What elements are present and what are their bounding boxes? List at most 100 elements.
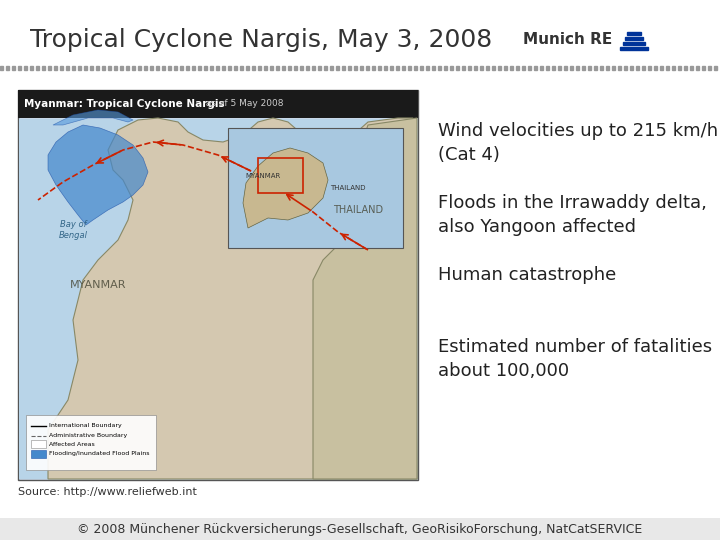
Bar (162, 66, 165, 70)
Bar (252, 66, 255, 70)
Text: Floods in the Irrawaddy delta,
also Yangoon affected: Floods in the Irrawaddy delta, also Yang… (438, 194, 707, 235)
Bar (114, 66, 117, 70)
Bar (228, 128, 403, 248)
Bar (258, 66, 261, 70)
Polygon shape (313, 118, 417, 479)
Bar (102, 66, 105, 70)
Bar (576, 66, 579, 70)
Bar (36, 66, 39, 70)
Bar (228, 66, 231, 70)
Bar (522, 66, 525, 70)
Bar (660, 66, 663, 70)
Bar (468, 66, 471, 70)
Text: Myanmar: Tropical Cyclone Nargis: Myanmar: Tropical Cyclone Nargis (24, 99, 225, 109)
Bar (378, 66, 381, 70)
Bar (360, 66, 363, 70)
Bar (132, 66, 135, 70)
Text: Administrative Boundary: Administrative Boundary (49, 434, 127, 438)
Bar (666, 66, 669, 70)
Text: Human catastrophe: Human catastrophe (438, 266, 616, 284)
Bar (144, 66, 147, 70)
Bar (288, 66, 291, 70)
Bar (654, 66, 657, 70)
Bar (348, 66, 351, 70)
Bar (18, 66, 21, 70)
Bar (534, 66, 537, 70)
Bar (612, 66, 615, 70)
Bar (96, 66, 99, 70)
Polygon shape (48, 125, 148, 225)
Bar (396, 66, 399, 70)
Bar (216, 66, 219, 70)
Bar (420, 66, 423, 70)
Bar (402, 66, 405, 70)
Bar (150, 66, 153, 70)
Bar (336, 66, 339, 70)
Bar (480, 66, 483, 70)
Bar (636, 66, 639, 70)
Bar (78, 66, 81, 70)
Bar (510, 66, 513, 70)
Bar (486, 66, 489, 70)
Bar (168, 66, 171, 70)
Bar (444, 66, 447, 70)
Bar (54, 66, 57, 70)
Bar (48, 66, 51, 70)
Bar (678, 66, 681, 70)
Polygon shape (53, 110, 133, 125)
Bar (384, 66, 387, 70)
Bar (240, 66, 243, 70)
Bar (246, 66, 249, 70)
Text: as of 5 May 2008: as of 5 May 2008 (203, 99, 284, 109)
Bar (558, 66, 561, 70)
Bar (31, 440, 46, 448)
Bar (120, 66, 123, 70)
Text: International Boundary: International Boundary (49, 423, 122, 429)
Bar (540, 66, 543, 70)
Bar (690, 66, 693, 70)
Bar (270, 66, 273, 70)
Polygon shape (48, 118, 417, 479)
Bar (306, 66, 309, 70)
Bar (42, 66, 45, 70)
Polygon shape (243, 148, 328, 228)
Bar (18, 90, 418, 118)
Bar (234, 66, 237, 70)
Bar (624, 66, 627, 70)
Bar (528, 66, 531, 70)
Text: © 2008 Münchener Rückversicherungs-Gesellschaft, GeoRisikoForschung, NatCatSERVI: © 2008 Münchener Rückversicherungs-Gesel… (77, 523, 643, 536)
Bar (30, 66, 33, 70)
Bar (620, 47, 648, 50)
Bar (432, 66, 435, 70)
Bar (318, 66, 321, 70)
Bar (354, 66, 357, 70)
Bar (6, 66, 9, 70)
Bar (408, 66, 411, 70)
Bar (0, 66, 3, 70)
Text: Bay of
Bengal: Bay of Bengal (58, 220, 88, 240)
Bar (210, 66, 213, 70)
Bar (462, 66, 465, 70)
Bar (627, 32, 641, 35)
Bar (648, 66, 651, 70)
Bar (24, 66, 27, 70)
Bar (564, 66, 567, 70)
Bar (26, 415, 156, 470)
Bar (72, 66, 75, 70)
Bar (126, 66, 129, 70)
Text: Wind velocities up to 215 km/h
(Cat 4): Wind velocities up to 215 km/h (Cat 4) (438, 122, 718, 164)
Bar (474, 66, 477, 70)
Text: MYANMAR: MYANMAR (246, 173, 281, 179)
Bar (606, 66, 609, 70)
Bar (426, 66, 429, 70)
Bar (588, 66, 591, 70)
Bar (570, 66, 573, 70)
Bar (552, 66, 555, 70)
Bar (31, 450, 46, 458)
Bar (192, 66, 195, 70)
Bar (714, 66, 717, 70)
Bar (108, 66, 111, 70)
Bar (372, 66, 375, 70)
Bar (258, 158, 303, 193)
Bar (84, 66, 87, 70)
